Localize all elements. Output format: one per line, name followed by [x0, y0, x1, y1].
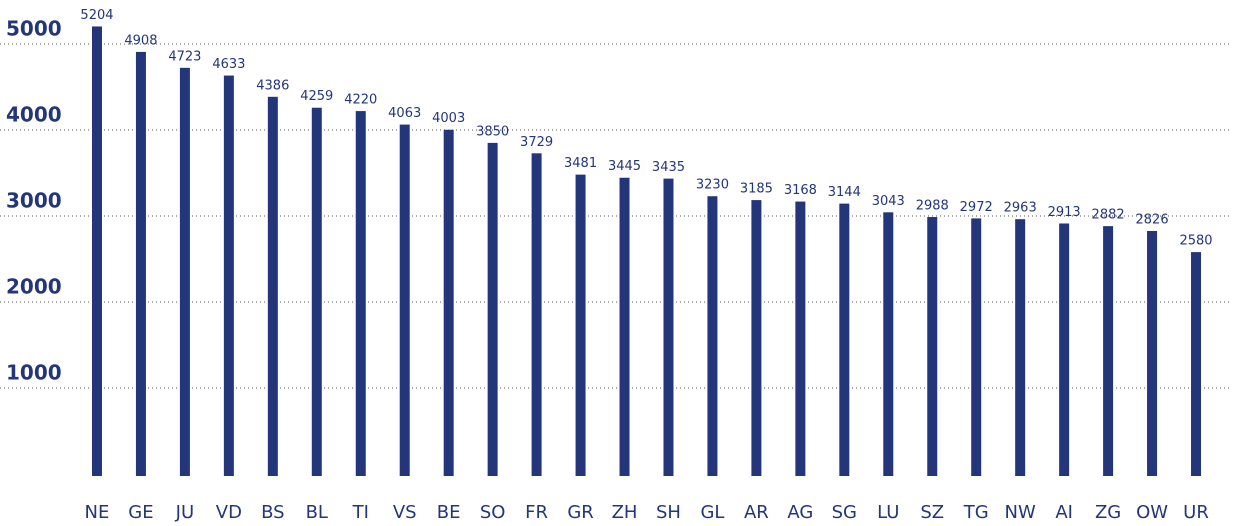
x-tick-label: TI	[352, 502, 369, 523]
bar	[1147, 230, 1158, 476]
bar	[91, 26, 102, 477]
value-label: 3445	[608, 159, 641, 174]
x-tick-label: UR	[1183, 502, 1209, 523]
bar	[619, 177, 630, 477]
value-label: 4003	[432, 111, 465, 126]
x-tick-label: BE	[437, 502, 461, 523]
value-label: 4386	[256, 78, 289, 93]
value-label: 4063	[388, 106, 421, 121]
bar	[531, 153, 542, 476]
value-label: 4723	[168, 49, 201, 64]
value-label: 2882	[1092, 208, 1125, 223]
x-tick-label: JU	[175, 502, 194, 523]
x-tick-label: FR	[525, 502, 548, 523]
bar	[1015, 219, 1026, 476]
value-label: 3850	[476, 124, 509, 139]
value-label: 4908	[124, 33, 157, 48]
value-label: 4259	[300, 89, 333, 104]
x-tick-label: BL	[306, 502, 328, 523]
bar	[443, 129, 454, 476]
x-tick-label: TG	[963, 502, 989, 523]
bar	[971, 218, 982, 476]
x-tick-label: NE	[85, 502, 110, 523]
value-label: 2988	[916, 199, 949, 214]
value-label: 3043	[872, 194, 905, 209]
value-label: 3729	[520, 135, 553, 150]
y-tick-label: 5000	[6, 17, 62, 41]
x-tick-label: LU	[877, 502, 899, 523]
x-tick-label: GE	[128, 502, 153, 523]
value-label: 2963	[1004, 201, 1037, 216]
value-label: 2580	[1179, 234, 1212, 249]
bar	[311, 107, 322, 476]
bar	[1059, 223, 1070, 476]
bar	[399, 124, 410, 476]
bar	[795, 201, 806, 476]
bar	[707, 196, 718, 476]
x-tick-label: AG	[787, 502, 813, 523]
bar	[751, 200, 762, 476]
value-label: 2826	[1136, 212, 1169, 227]
value-label: 3144	[828, 185, 861, 200]
x-tick-label: GR	[567, 502, 593, 523]
x-tick-label: SZ	[920, 502, 944, 523]
bar	[575, 174, 586, 476]
bar	[355, 111, 366, 476]
bar	[179, 67, 190, 477]
value-label: 4633	[212, 57, 245, 72]
x-tick-label: NW	[1005, 502, 1036, 523]
value-label: 3435	[652, 160, 685, 175]
x-tick-label: SO	[480, 502, 506, 523]
x-tick-label: BS	[261, 502, 284, 523]
value-label: 3230	[696, 178, 729, 193]
value-label: 3185	[740, 182, 773, 197]
bar	[487, 142, 498, 476]
y-tick-label: 3000	[6, 189, 62, 213]
bar	[267, 96, 278, 476]
x-tick-label: AI	[1055, 502, 1073, 523]
bar	[135, 51, 146, 477]
y-tick-label: 2000	[6, 275, 62, 299]
x-tick-label: SG	[832, 502, 857, 523]
y-tick-label: 1000	[6, 361, 62, 385]
x-tick-label: ZH	[612, 502, 638, 523]
x-tick-label: ZG	[1095, 502, 1121, 523]
bar	[883, 212, 894, 476]
y-tick-label: 4000	[6, 103, 62, 127]
x-tick-label: GL	[700, 502, 724, 523]
value-label: 5204	[80, 8, 113, 23]
x-tick-label: VD	[216, 502, 242, 523]
bar	[663, 178, 674, 476]
bar	[223, 75, 234, 476]
bar	[1191, 252, 1202, 476]
value-label: 3481	[564, 156, 597, 171]
x-tick-label: OW	[1136, 502, 1168, 523]
value-label: 3168	[784, 183, 817, 198]
x-tick-label: SH	[656, 502, 681, 523]
bar	[1103, 226, 1114, 476]
x-tick-label: VS	[393, 502, 417, 523]
x-tick-label: AR	[744, 502, 769, 523]
value-label: 2972	[960, 200, 993, 215]
bar	[839, 203, 850, 476]
value-label: 4220	[344, 93, 377, 108]
value-label: 2913	[1048, 205, 1081, 220]
bar	[927, 217, 938, 477]
